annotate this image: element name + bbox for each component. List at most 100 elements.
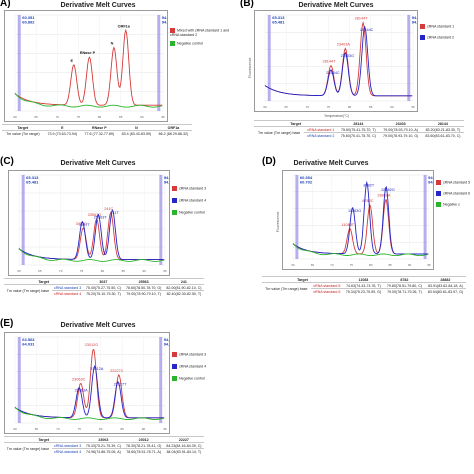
peak-label: 28882A bbox=[377, 193, 391, 197]
threshold-marker bbox=[159, 175, 163, 265]
table-cell: 74.63(74.43-74.76, T) bbox=[342, 282, 384, 289]
tm-table: Target E RNase P N ORF1a Tm value (Tm ra… bbox=[2, 124, 192, 136]
x-tick-label: 60 bbox=[291, 263, 295, 267]
legend-item: Mixed with cRNA standard 1 and cRNA stan… bbox=[170, 28, 234, 37]
x-axis-label: Temperature(°C) bbox=[324, 114, 350, 118]
table-cell: Tm value (Tm range) base bbox=[4, 284, 52, 296]
table-cell: 75.33(75.21-75.39, C) bbox=[83, 442, 124, 449]
x-tick-label: 60 bbox=[17, 269, 21, 273]
tm-start-label: 65.481 bbox=[272, 20, 285, 25]
legend-label: Negative control bbox=[177, 41, 203, 46]
tm-end-label: 94.206 bbox=[164, 175, 169, 180]
table-cell: 84.04(83.91-84.14, T) bbox=[163, 448, 204, 454]
table-header-row: Target E RNase P N ORF1a bbox=[2, 124, 192, 131]
melt-curve-line bbox=[18, 211, 165, 261]
table-header-cell: 23403 bbox=[379, 120, 422, 127]
x-tick-label: 75 bbox=[77, 115, 81, 119]
table-cell: cRNA standard 4 bbox=[51, 448, 84, 454]
legend: cRNA standard 5 cRNA standard 6 Negative… bbox=[436, 180, 474, 207]
table-header-cell: 22227 bbox=[163, 436, 204, 443]
table-cell: 83.20(83.21-83.30, T) bbox=[421, 126, 464, 133]
legend-label: Negative control bbox=[179, 376, 205, 381]
table-cell: 79.00(78.71-79.26, T) bbox=[383, 288, 425, 294]
panel-e: (E) Derivative Melt Curves 60 65 70 75 80 85 9… bbox=[0, 318, 236, 474]
legend-item: cRNA standard 3 bbox=[172, 186, 234, 191]
table-header-cell: 23012 bbox=[123, 436, 164, 443]
table-cell: 83.60(83.61-83.70, C) bbox=[421, 132, 464, 138]
x-tick-label: 70 bbox=[330, 263, 334, 267]
table-cell: 79.00(78.93-79.10, A) bbox=[379, 126, 422, 133]
x-tick-label: 65 bbox=[35, 427, 39, 431]
legend-swatch bbox=[170, 28, 175, 33]
x-tick-label: 85 bbox=[369, 105, 373, 109]
table-cell: Tm value (Tm range) bbox=[2, 130, 44, 136]
table-cell: 78.60(78.51-78.71, A) bbox=[123, 448, 164, 454]
panel-d: (D) Derivative Melt Curves Fluorescence … bbox=[238, 156, 474, 316]
table-cell: Tm value (Tm range) base bbox=[4, 442, 52, 454]
x-tick-label: 60 bbox=[13, 115, 17, 119]
x-tick-label: 90 bbox=[142, 427, 146, 431]
peak-label: 28144T bbox=[355, 17, 369, 21]
table-cell: 86.2 (86.29-86.32) bbox=[154, 130, 192, 136]
x-tick-label: 70 bbox=[56, 427, 60, 431]
table-header-cell: 3037 bbox=[83, 278, 124, 285]
tm-table: Target 3037 25563 241 Tm value (Tm range… bbox=[4, 278, 204, 296]
peak-label: 28144T bbox=[323, 60, 337, 64]
threshold-marker bbox=[295, 175, 299, 259]
panel-label: (B) bbox=[240, 0, 254, 9]
melt-curve-line bbox=[18, 208, 165, 261]
melt-curve-line bbox=[14, 28, 163, 106]
threshold-marker bbox=[267, 15, 271, 101]
table-cell: cRNA standard 3 bbox=[51, 284, 84, 291]
panel-title: Derivative Melt Curves bbox=[60, 322, 136, 329]
x-tick-label: 70 bbox=[306, 105, 310, 109]
legend-item: cRNA standard 5 bbox=[436, 180, 474, 185]
table-cell: 79.00(78.90-79.10, T) bbox=[123, 290, 164, 296]
melt-curve-line bbox=[14, 406, 165, 421]
panel-label: (E) bbox=[0, 318, 14, 329]
table-cell: cRNA standard 3 bbox=[51, 442, 84, 449]
threshold-marker bbox=[21, 175, 25, 265]
x-tick-label: 80 bbox=[101, 269, 105, 273]
table-header-cell: 8782 bbox=[383, 276, 425, 283]
tm-end-label: 94.575 bbox=[164, 342, 169, 347]
table-cell: 78.30(78.21-78.41, G) bbox=[123, 442, 164, 449]
legend-swatch bbox=[172, 364, 177, 369]
legend-swatch bbox=[420, 24, 425, 29]
x-tick-label: 95 bbox=[163, 427, 167, 431]
tm-start-label: 63.563 bbox=[22, 337, 35, 342]
panel-label: A) bbox=[0, 0, 11, 9]
table-header-cell: 25563 bbox=[123, 278, 164, 285]
peak-label: 23063C bbox=[72, 377, 86, 381]
legend-item: Negative c bbox=[436, 202, 474, 207]
tm-end-label: 94.575 bbox=[428, 180, 433, 185]
table-cell: cRNA standard 6 bbox=[310, 288, 343, 294]
legend: cRNA standard 1 cRNA standard 2 bbox=[420, 24, 470, 40]
table-cell: cRNA standard 2 bbox=[304, 132, 338, 138]
legend-swatch bbox=[172, 186, 177, 191]
legend-item: Negative control bbox=[170, 41, 234, 46]
x-tick-label: 75 bbox=[327, 105, 331, 109]
table-header-cell: Target bbox=[4, 278, 84, 285]
x-tick-label: 90 bbox=[390, 105, 394, 109]
melt-curve-line bbox=[292, 243, 429, 257]
x-tick-label: 85 bbox=[122, 269, 126, 273]
table-cell: 77.6 (77.32-77.89) bbox=[80, 130, 118, 136]
x-tick-label: 65 bbox=[311, 263, 315, 267]
legend-label: cRNA standard 3 bbox=[179, 352, 207, 357]
tm-end-label: 94.575 bbox=[164, 180, 169, 185]
table-cell: Tm value (Tm range) base bbox=[254, 126, 305, 138]
peak-label: ORF1a bbox=[118, 24, 131, 28]
panel-label: (D) bbox=[262, 156, 276, 167]
table-header-row: Target 28144 23403 28144 bbox=[254, 120, 464, 127]
table-cell: 79.00(78.93-79.10, G) bbox=[379, 132, 422, 138]
legend-swatch bbox=[172, 210, 177, 215]
x-tick-label: 85 bbox=[119, 115, 123, 119]
peak-label: 23012A bbox=[90, 367, 104, 371]
